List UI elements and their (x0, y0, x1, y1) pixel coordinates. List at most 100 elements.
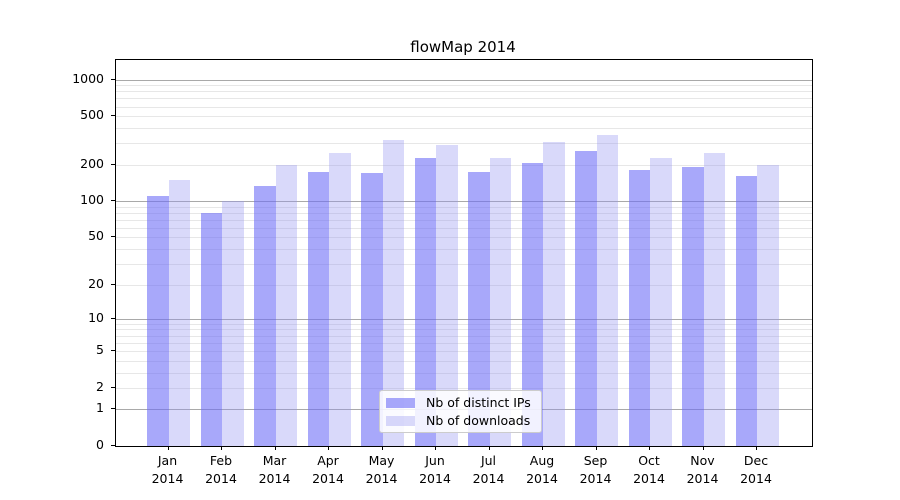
y-tick-label: 1 (96, 400, 104, 416)
bar-downloads-oct (650, 157, 672, 446)
minor-gridline (116, 91, 812, 93)
y-tick-label: 2 (96, 378, 104, 394)
minor-gridline (116, 164, 812, 166)
bar-ips-dec (735, 176, 757, 446)
y-tick-mark (111, 350, 115, 351)
y-tick-label: 500 (80, 107, 104, 123)
legend: Nb of distinct IPs Nb of downloads (379, 390, 542, 433)
y-tick-mark (111, 445, 115, 446)
x-tick-mark (542, 446, 543, 450)
minor-gridline (116, 227, 812, 229)
bar-ips-feb (200, 212, 222, 446)
bar-downloads-dec (757, 164, 779, 446)
y-tick-label: 1000 (72, 70, 104, 86)
bar-downloads-nov (703, 153, 725, 446)
bar-downloads-may (382, 139, 404, 446)
x-tick-label: Sep 2014 (579, 453, 612, 486)
minor-gridline (116, 263, 812, 265)
plot-area: Nb of distinct IPs Nb of downloads (115, 59, 813, 447)
minor-gridline (116, 143, 812, 145)
legend-swatch-downloads (386, 415, 415, 426)
minor-gridline (116, 219, 812, 221)
bar-downloads-jan (168, 179, 190, 446)
bar-ips-jun (414, 157, 436, 446)
y-tick-mark (111, 236, 115, 238)
x-tick-label: Oct 2014 (633, 453, 665, 486)
x-tick-mark (435, 446, 436, 450)
major-gridline (116, 79, 812, 81)
bar-downloads-mar (275, 164, 297, 446)
bar-downloads-sep (596, 135, 618, 446)
x-tick-label: Jun 2014 (419, 453, 451, 486)
x-tick-label: Nov 2014 (686, 453, 719, 486)
bar-downloads-apr (329, 152, 351, 446)
x-tick-mark (488, 446, 490, 450)
bar-ips-jan (147, 196, 169, 446)
x-tick-label: Feb 2014 (205, 453, 237, 486)
bar-ips-sep (575, 150, 597, 446)
legend-entry-distinct-ips: Nb of distinct IPs (386, 396, 531, 409)
bar-downloads-aug (543, 141, 565, 446)
y-tick-label: 100 (80, 192, 104, 208)
y-tick-mark (111, 283, 115, 285)
bar-downloads-jul (489, 157, 511, 446)
y-tick-label: 50 (88, 228, 104, 244)
minor-gridline (116, 128, 812, 129)
y-tick-mark (111, 163, 115, 165)
bar-ips-jul (468, 172, 490, 446)
y-tick-mark (111, 200, 115, 202)
minor-gridline (116, 372, 812, 374)
bar-ips-mar (254, 186, 276, 446)
minor-gridline (116, 360, 812, 362)
x-tick-mark (274, 446, 276, 450)
x-tick-mark (221, 446, 222, 450)
minor-gridline (116, 85, 812, 87)
bar-ips-aug (521, 162, 543, 446)
x-tick-label: Jan 2014 (151, 453, 184, 486)
bar-downloads-feb (222, 201, 244, 446)
y-tick-label: 20 (88, 275, 104, 291)
legend-label-distinct-ips: Nb of distinct IPs (426, 395, 531, 410)
x-tick-label: Mar 2014 (258, 453, 291, 486)
major-gridline (116, 201, 812, 203)
legend-label-downloads: Nb of downloads (426, 413, 531, 428)
y-tick-mark (111, 317, 115, 319)
minor-gridline (116, 116, 812, 118)
x-tick-label: Jul 2014 (472, 453, 505, 486)
y-tick-mark (111, 78, 115, 80)
chart-title: flowMap 2014 (410, 38, 516, 56)
legend-entry-downloads: Nb of downloads (386, 414, 531, 427)
bar-ips-nov (682, 167, 704, 446)
minor-gridline (116, 284, 812, 286)
x-tick-label: Apr 2014 (312, 453, 344, 486)
y-tick-mark (111, 408, 115, 410)
bar-ips-may (361, 173, 383, 446)
x-tick-label: Aug 2014 (526, 453, 558, 486)
x-tick-mark (595, 446, 597, 450)
y-tick-mark (111, 386, 115, 388)
minor-gridline (116, 212, 812, 214)
x-tick-mark (702, 446, 704, 450)
x-tick-label: Dec 2014 (740, 453, 772, 486)
x-tick-mark (649, 446, 650, 450)
minor-gridline (116, 335, 812, 337)
x-tick-mark (756, 446, 757, 450)
minor-gridline (116, 342, 812, 344)
y-tick-label: 200 (80, 155, 104, 171)
minor-gridline (116, 237, 812, 239)
minor-gridline (116, 106, 812, 108)
y-tick-label: 5 (96, 342, 104, 357)
y-tick-label: 0 (96, 437, 104, 452)
y-tick-label: 10 (88, 309, 104, 325)
minor-gridline (116, 387, 812, 389)
bar-ips-apr (307, 172, 329, 446)
x-tick-mark (328, 446, 329, 450)
minor-gridline (116, 351, 812, 352)
minor-gridline (116, 323, 812, 325)
y-tick-mark (111, 115, 115, 117)
major-gridline (116, 318, 812, 320)
minor-gridline (116, 249, 812, 250)
minor-gridline (116, 98, 812, 100)
bar-ips-oct (628, 169, 650, 446)
